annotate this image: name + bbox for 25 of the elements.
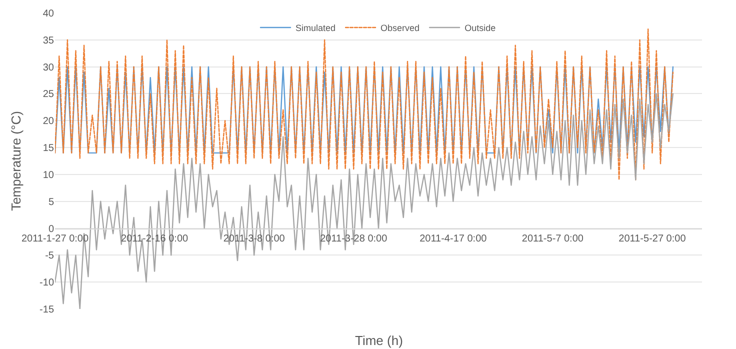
y-tick-label: 10 (42, 170, 54, 181)
x-tick-label: 2011-3-8 0:00 (223, 233, 286, 244)
y-tick-label: 35 (42, 35, 54, 46)
y-tick-label: -5 (45, 250, 54, 262)
y-tick-label: -15 (40, 304, 54, 316)
line-series (55, 66, 674, 154)
x-tick-label: 2011-4-17 0:00 (420, 233, 488, 244)
y-tick-label: -10 (40, 278, 54, 289)
y-tick-label: 25 (42, 89, 54, 100)
x-tick-label: 2011-5-27 0:00 (618, 233, 686, 244)
x-tick-label: 2011-2-16 0:00 (120, 233, 189, 244)
x-tick-label: 2011-1-27 0:00 (21, 233, 89, 244)
legend-label: Observed (380, 23, 420, 34)
y-tick-label: 5 (48, 196, 54, 208)
x-tick-label: 2011-5-7 0:00 (522, 233, 584, 244)
legend-label: Outside (464, 23, 496, 34)
x-axis-title: Time (h) (355, 333, 403, 348)
legend-label: Simulated (296, 23, 336, 34)
y-tick-label: 20 (42, 116, 54, 128)
x-tick-label: 2011-3-28 0:00 (320, 233, 388, 244)
y-tick-label: 40 (42, 8, 54, 20)
y-tick-label: 0 (48, 224, 54, 235)
y-tick-label: 15 (42, 143, 54, 154)
y-axis-title: Temperature (°C) (8, 111, 24, 211)
y-tick-label: 30 (42, 62, 54, 74)
